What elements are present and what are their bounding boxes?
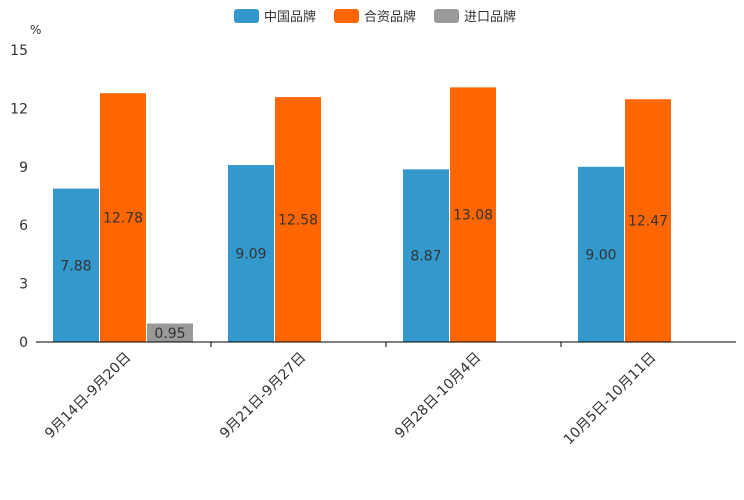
bar-2-2: [275, 97, 321, 342]
bar-1-3: [403, 169, 449, 342]
bar-1-4: [578, 166, 624, 342]
legend-swatch-1: [234, 9, 259, 23]
y-tick-label: 9: [19, 160, 28, 176]
x-tick-label: 9月28日-10月4日: [392, 350, 484, 442]
bar-value-label: 9.00: [585, 247, 616, 263]
x-tick-label: 9月21日-9月27日: [217, 350, 309, 442]
bar-value-label: 12.47: [628, 214, 668, 230]
bar-data-labels: 7.88 12.78 0.95 9.09 12.58 8.87 13.08 9.00 12.47: [60, 208, 668, 342]
bar-value-label: 9.09: [235, 247, 266, 263]
legend: 中国品牌 合资品牌 进口品牌: [234, 9, 516, 25]
bar-2-3: [450, 87, 496, 342]
y-tick-label: 12: [10, 101, 28, 117]
bar-3-1: [147, 323, 193, 342]
bar-value-label: 8.87: [410, 249, 441, 265]
x-tick-label: 10月5日-10月11日: [561, 350, 660, 449]
y-tick-label: 6: [19, 218, 28, 234]
bar-value-label: 7.88: [60, 258, 91, 274]
x-tick-label: 9月14日-9月20日: [42, 350, 134, 442]
bar-2-1: [100, 93, 146, 342]
legend-swatch-2: [334, 9, 359, 23]
legend-label-1: 中国品牌: [264, 9, 316, 25]
x-axis-tick-labels: 9月14日-9月20日 9月21日-9月27日 9月28日-10月4日 10月5日-1…: [42, 350, 659, 449]
y-tick-label: 0: [19, 335, 28, 351]
y-axis-ticks: 0 3 6 9 12 15: [10, 43, 28, 351]
bars: [53, 87, 671, 342]
bar-2-4: [625, 99, 671, 342]
y-axis-unit-label: %: [30, 23, 41, 37]
legend-label-2: 合资品牌: [364, 9, 416, 25]
bar-value-label: 12.58: [278, 213, 318, 229]
x-axis-ticks: [210, 342, 562, 347]
bar-value-label: 13.08: [453, 208, 493, 224]
y-tick-label: 3: [19, 277, 28, 293]
legend-swatch-3: [434, 9, 459, 23]
bar-1-1: [53, 188, 99, 342]
y-tick-label: 15: [10, 43, 28, 59]
bar-value-label: 0.95: [154, 326, 185, 342]
legend-label-3: 进口品牌: [464, 9, 516, 25]
bar-value-label: 12.78: [103, 211, 143, 227]
bar-1-2: [228, 165, 274, 342]
